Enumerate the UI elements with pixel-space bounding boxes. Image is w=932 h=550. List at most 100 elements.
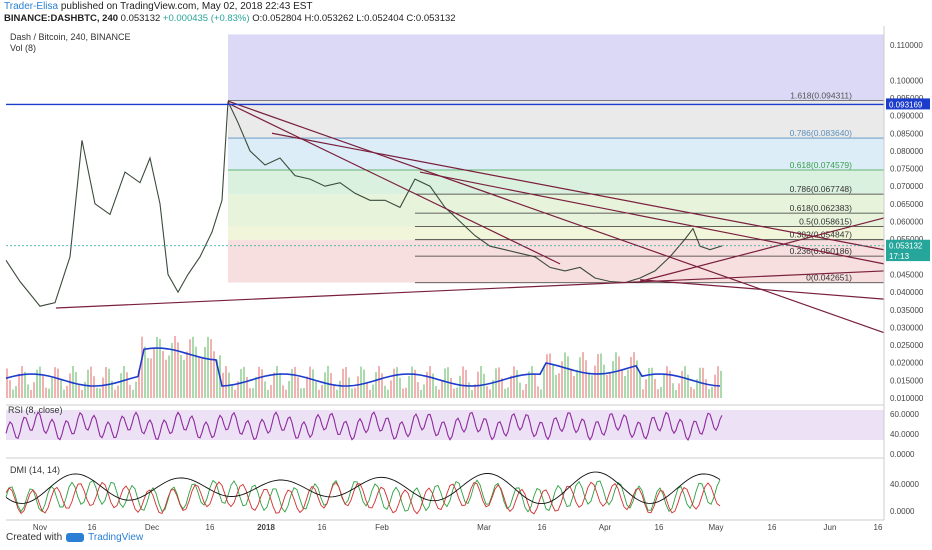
volume-bar <box>417 382 419 398</box>
volume-bar <box>216 359 218 398</box>
volume-bar <box>636 360 638 398</box>
volume-bar <box>186 351 188 398</box>
volume-bar <box>720 370 722 398</box>
volume-bar <box>258 366 260 398</box>
volume-bar <box>693 389 695 398</box>
adx-line <box>5 471 721 505</box>
volume-bar <box>132 389 134 398</box>
trendline-5 <box>639 217 885 283</box>
price-tick-label: 0.090000 <box>890 112 924 121</box>
volume-bar <box>138 369 140 398</box>
volume-bar <box>552 364 554 398</box>
volume-bar <box>129 384 131 398</box>
time-tick-label: 16 <box>655 523 664 532</box>
volume-bar <box>561 361 563 398</box>
volume-bar <box>708 389 710 398</box>
volume-bar <box>315 381 317 398</box>
volume-bar <box>156 336 158 398</box>
volume-bar <box>84 381 86 398</box>
volume-bar <box>297 377 299 398</box>
volume-bar <box>234 389 236 398</box>
volume-bar <box>195 346 197 398</box>
price-tick-label: 0.030000 <box>890 323 924 332</box>
volume-bar <box>261 369 263 398</box>
time-tick-label: 16 <box>206 523 215 532</box>
footer: Created with TradingView <box>6 532 143 543</box>
volume-bar <box>588 372 590 398</box>
price-badge-1 <box>886 239 930 251</box>
time-tick-label: 16 <box>874 523 883 532</box>
trendline-6 <box>639 279 885 300</box>
author-link[interactable]: Trader-Elisa <box>4 1 59 12</box>
volume-bar <box>612 361 614 398</box>
volume-bar <box>597 354 599 398</box>
volume-bar <box>87 369 89 398</box>
volume-bar <box>273 372 275 398</box>
rsi-tick-label: 40.0000 <box>890 430 919 439</box>
volume-bar <box>318 389 320 398</box>
footer-brand[interactable]: TradingView <box>88 532 144 543</box>
volume-bar <box>24 371 26 398</box>
volume-bar <box>669 370 671 398</box>
volume-bar <box>21 366 23 398</box>
time-tick-label: 16 <box>88 523 97 532</box>
fib-zone-2 <box>228 138 884 170</box>
publish-info: published on TradingView.com, May 02, 20… <box>60 1 313 12</box>
volume-bar <box>474 384 476 398</box>
price-badge-0 <box>886 98 930 110</box>
volume-bar <box>570 368 572 398</box>
volume-bar <box>525 384 527 398</box>
time-tick-label: 16 <box>768 523 777 532</box>
volume-bar <box>102 377 104 398</box>
price-series <box>5 101 723 307</box>
price-tick-label: 0.070000 <box>890 182 924 191</box>
fib-label-5: 0.5(0.058615) <box>799 216 852 226</box>
volume-bar <box>210 339 212 398</box>
volume-bar <box>48 388 50 398</box>
price-badge-label-1: 0.053132 <box>889 242 923 251</box>
volume-bar <box>681 370 683 398</box>
volume-bar <box>276 366 278 398</box>
volume-bar <box>372 384 374 398</box>
volume-bar <box>549 353 551 398</box>
tradingview-logo-icon <box>66 532 85 542</box>
volume-bar <box>711 386 713 398</box>
volume-bar <box>639 372 641 398</box>
trendline-4 <box>419 171 885 265</box>
volume-bar <box>231 385 233 398</box>
volume-bar <box>423 384 425 398</box>
volume-bar <box>36 369 38 398</box>
volume-bar <box>159 338 161 398</box>
volume-bar <box>42 375 44 398</box>
volume-bar <box>75 371 77 398</box>
volume-bar <box>168 355 170 398</box>
price-badge-label-2: 17:13 <box>889 252 910 261</box>
price-tick-label: 0.010000 <box>890 394 924 403</box>
volume-bar <box>651 367 653 398</box>
volume-bar <box>690 386 692 398</box>
volume-bar <box>105 367 107 398</box>
volume-ma-line <box>5 347 721 387</box>
trendline-1 <box>271 132 885 251</box>
volume-bar <box>672 383 674 398</box>
volume-bar <box>384 385 386 398</box>
volume-bar <box>162 350 164 398</box>
trading-chart[interactable]: 1.618(0.094311) 0.786(0.083640) 0.618(0.07… <box>0 26 932 532</box>
volume-bar <box>534 373 536 398</box>
volume-bar <box>255 376 257 398</box>
price-tick-label: 0.025000 <box>890 341 924 350</box>
volume-bar <box>90 366 92 398</box>
volume-bar <box>246 376 248 398</box>
volume-bar <box>687 374 689 398</box>
volume-bar <box>54 367 56 398</box>
volume-bar <box>489 389 491 398</box>
symbol-label: BINANCE:DASHBTC, 240 <box>4 13 119 24</box>
volume-bar <box>174 336 176 398</box>
rsi-tick-label: 0.0000 <box>890 450 915 459</box>
volume-bar <box>198 358 200 398</box>
volume-bar <box>411 366 413 398</box>
price-badge-label-0: 0.093169 <box>889 100 923 109</box>
price-tick-label: 0.110000 <box>890 41 923 50</box>
volume-bar <box>357 376 359 398</box>
volume-bar <box>204 347 206 398</box>
